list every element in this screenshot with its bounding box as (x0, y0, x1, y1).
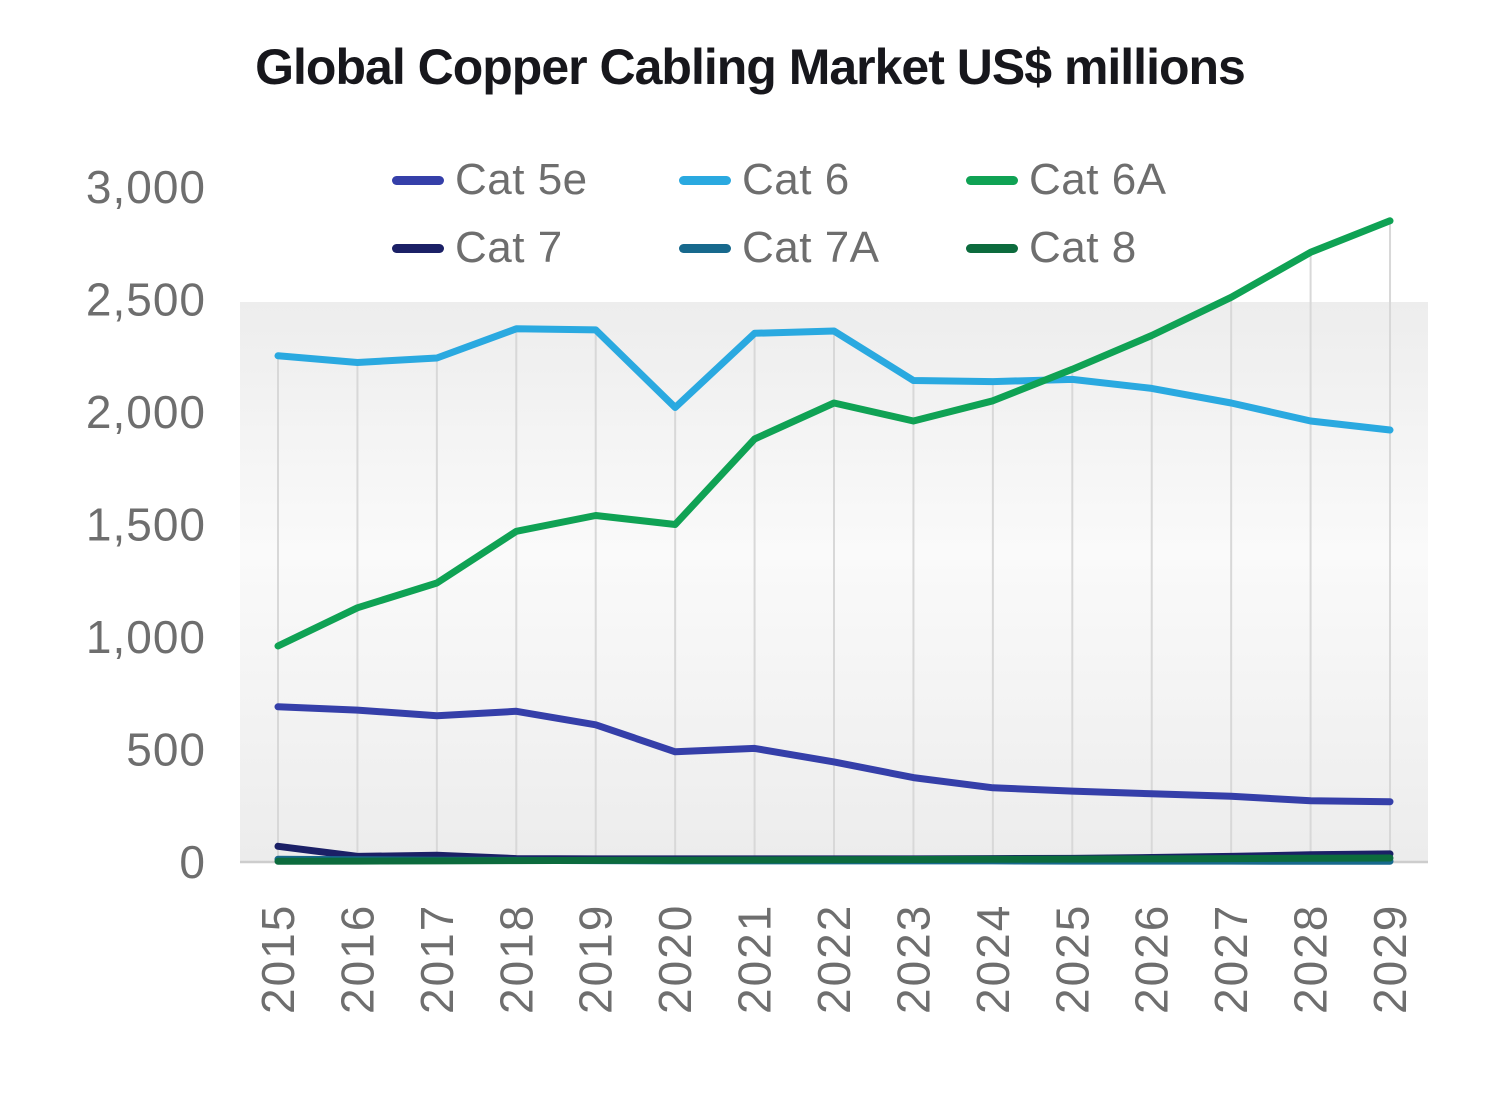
series-line-cat-8 (274, 854, 1394, 865)
legend-swatch-cat-5e (392, 175, 444, 185)
x-tick-label-2017: 2017 (411, 904, 463, 1014)
y-tick-label-1500: 1,500 (86, 499, 206, 551)
series-line-cat-6a (274, 217, 1394, 650)
legend-swatch-cat-6a (966, 175, 1018, 185)
legend-label-cat-7: Cat 7 (455, 223, 563, 272)
x-tick-label-2019: 2019 (570, 904, 622, 1014)
x-tick-label-2024: 2024 (967, 904, 1019, 1014)
series-lines (274, 217, 1394, 865)
x-tick-label-2025: 2025 (1046, 904, 1098, 1014)
legend-item-cat-7a: Cat 7A (679, 214, 966, 282)
chart-title: Global Copper Cabling Market US$ million… (255, 39, 1246, 95)
x-tick-label-2023: 2023 (887, 904, 939, 1014)
y-tick-label-2500: 2,500 (86, 274, 206, 326)
x-tick-label-2021: 2021 (729, 904, 781, 1014)
legend-label-cat-6: Cat 6 (742, 155, 850, 204)
x-tick-label-2020: 2020 (649, 904, 701, 1014)
legend-label-cat-7a: Cat 7A (742, 223, 880, 272)
legend-swatch-cat-8 (966, 243, 1018, 253)
legend-swatch-cat-7 (392, 243, 444, 253)
legend-label-cat-5e: Cat 5e (455, 155, 588, 204)
drop-lines (277, 220, 1392, 862)
series-line-cat-5e (274, 703, 1394, 806)
x-tick-label-2029: 2029 (1364, 904, 1416, 1014)
y-tick-label-1000: 1,000 (86, 611, 206, 663)
legend-item-cat-7: Cat 7 (392, 214, 679, 282)
x-tick-label-2018: 2018 (490, 904, 542, 1014)
legend-swatch-cat-6 (679, 175, 731, 185)
legend-item-cat-8: Cat 8 (966, 214, 1253, 282)
x-axis-labels: 2015 2016 2017 2018 2019 2020 2021 2022 2023 2024… (252, 904, 1416, 1014)
series-line-cat-6 (274, 325, 1394, 434)
y-axis-labels: 0 500 1,000 1,500 2,000 2,500 3,000 (86, 161, 206, 888)
x-tick-label-2022: 2022 (808, 904, 860, 1014)
legend-item-cat-6a: Cat 6A (966, 146, 1253, 214)
x-tick-label-2028: 2028 (1285, 904, 1337, 1014)
y-tick-label-3000: 3,000 (86, 161, 206, 213)
legend-label-cat-6a: Cat 6A (1029, 155, 1167, 204)
x-tick-label-2026: 2026 (1126, 904, 1178, 1014)
y-tick-label-2000: 2,000 (86, 386, 206, 438)
y-tick-label-0: 0 (179, 836, 206, 888)
x-tick-label-2027: 2027 (1205, 904, 1257, 1014)
legend: Cat 5e Cat 6 Cat 6A Cat 7 Cat 7A Cat 8 (392, 146, 1352, 282)
legend-item-cat-5e: Cat 5e (392, 146, 679, 214)
legend-label-cat-8: Cat 8 (1029, 223, 1137, 272)
y-tick-label-500: 500 (126, 724, 206, 776)
x-tick-label-2015: 2015 (252, 904, 304, 1014)
x-tick-label-2016: 2016 (331, 904, 383, 1014)
legend-item-cat-6: Cat 6 (679, 146, 966, 214)
legend-swatch-cat-7a (679, 243, 731, 253)
